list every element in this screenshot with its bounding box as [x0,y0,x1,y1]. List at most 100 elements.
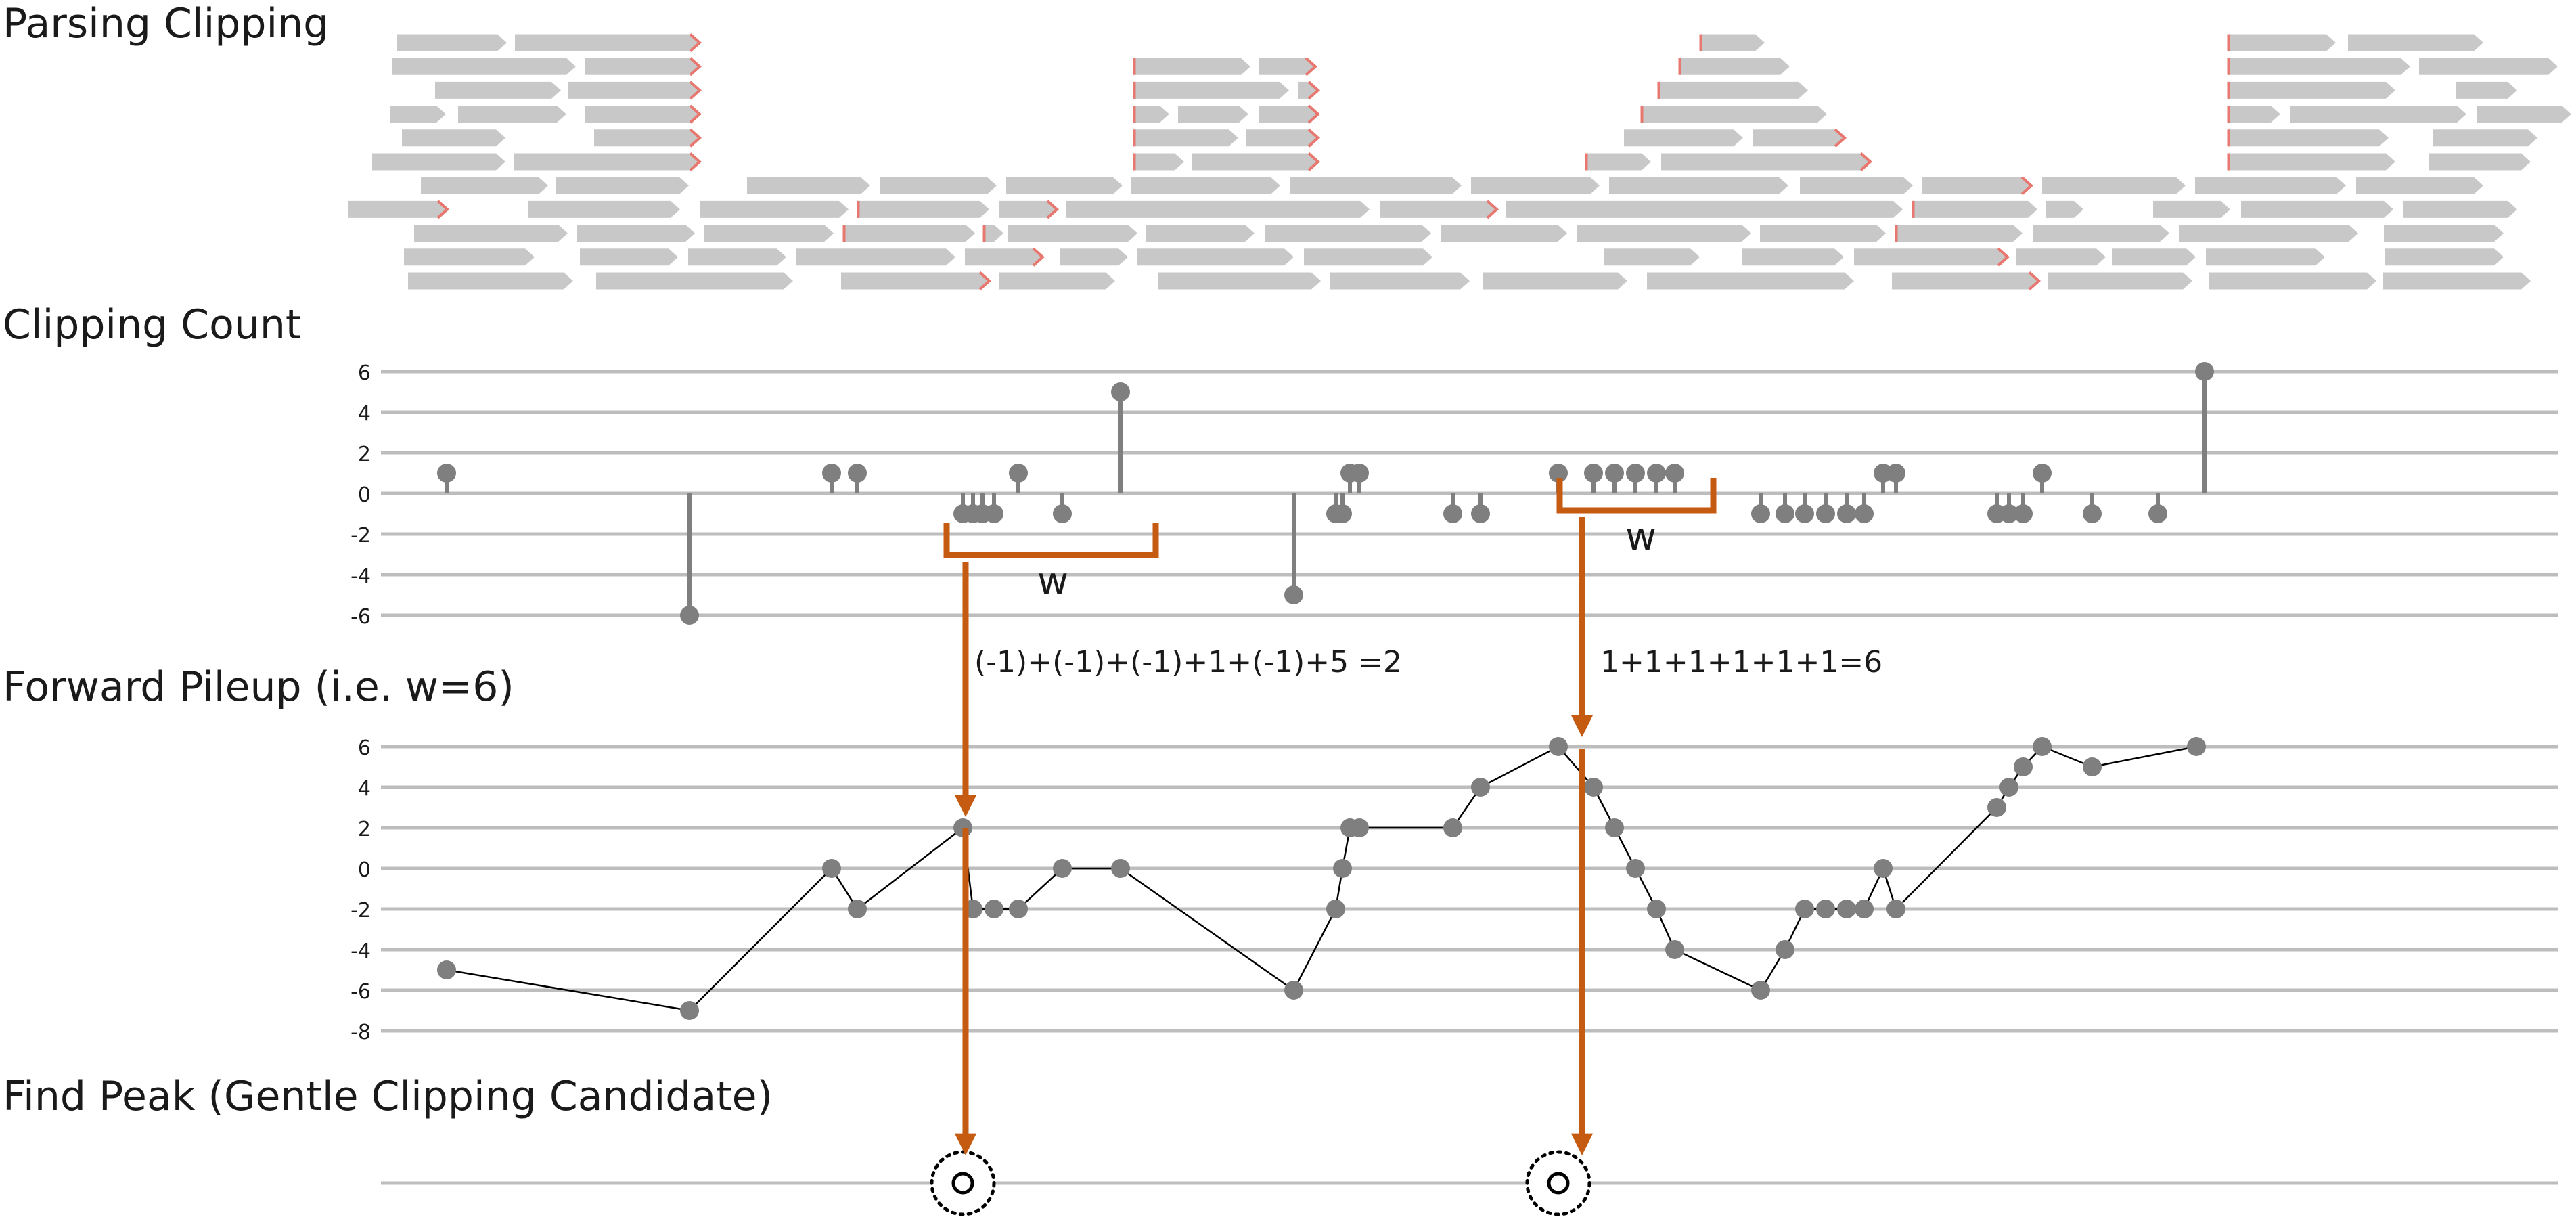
aligned-read [747,177,870,194]
pileup-point [1350,818,1369,837]
window-label-right: w [1625,515,1656,559]
count-point [1647,464,1666,483]
aligned-read [1441,225,1567,242]
aligned-read [1192,153,1318,171]
pileup-point [1284,981,1303,1000]
aligned-read [1298,81,1318,99]
aligned-read [1133,106,1169,123]
aligned-read [1760,225,1886,242]
aligned-read [577,225,695,242]
pileup-point [1751,981,1770,1000]
aligned-read [2419,58,2558,75]
aligned-read [983,225,1003,242]
aligned-read [392,58,576,75]
aligned-read [1922,177,2031,194]
pileup-tick-label: 4 [358,777,371,801]
section-title-find-peak: Find Peak (Gentle Clipping Candidate) [3,1073,773,1120]
pileup-point [1816,900,1835,918]
clip-mark-end [1305,57,1318,76]
clip-mark-end [689,152,702,171]
pileup-point [1471,778,1490,797]
formula-right: 1+1+1+1+1+1=6 [1600,645,1882,680]
count-point [1053,504,1072,523]
pileup-point [1626,859,1645,878]
clip-mark-end [1307,104,1321,124]
pileup-point [1647,900,1666,918]
aligned-read [1265,225,1431,242]
aligned-read [2429,153,2531,171]
aligned-read [1246,129,1318,147]
peak-candidate-marker [951,1172,974,1195]
aligned-read [2206,248,2325,266]
pileup-tick-label: -2 [351,899,371,923]
count-point [1549,464,1568,483]
aligned-read [404,248,535,266]
aligned-read [390,106,446,123]
pileup-point [1999,778,2018,797]
aligned-read [999,200,1057,218]
section-title-clipping-count: Clipping Count [3,301,302,349]
pileup-point [1326,900,1345,918]
pileup-point [437,960,456,979]
clip-mark-end [436,200,450,219]
aligned-read [1753,129,1845,147]
clip-mark-end [1997,247,2010,267]
pileup-tick-label: 6 [358,736,371,760]
aligned-read [2016,248,2106,266]
aligned-read [414,225,568,242]
count-point [2033,464,2052,483]
aligned-read [580,248,678,266]
aligned-read [1133,153,1184,171]
aligned-read [2048,272,2192,290]
pileup-point [680,1001,699,1020]
aligned-read [2433,129,2537,147]
pileup-tick-label: 2 [358,818,371,841]
aligned-read [568,81,700,99]
pileup-point [1053,859,1072,878]
count-point [822,464,841,483]
pileup-tick-label: -8 [351,1021,371,1044]
peak-track [381,1150,2558,1216]
pileup-point [848,900,867,918]
aligned-read [2290,106,2466,123]
aligned-read [556,177,689,194]
forward-pileup-y-axis: 6 4 2 0 -2 -4 -6 -8 [351,736,371,1044]
clip-mark-end [689,57,702,76]
aligned-read [1912,200,2037,218]
count-point [1855,504,1874,523]
aligned-read [1800,177,1913,194]
peak-candidate-marker [1547,1172,1570,1195]
aligned-read [1604,248,1700,266]
count-point [1284,585,1303,604]
count-point [985,504,1003,523]
pileup-point [1795,900,1814,918]
aligned-read [1259,58,1315,75]
aligned-read [2477,106,2571,123]
aligned-read [397,34,507,51]
count-point [848,464,867,483]
forward-pileup-markers [437,737,2206,1020]
pileup-point [2083,757,2102,776]
aligned-read [1892,272,2039,290]
pileup-point [1549,737,1568,756]
aligned-read [841,272,989,290]
count-point [1605,464,1624,483]
aligned-read [796,248,955,266]
count-point [1009,464,1028,483]
aligned-read [585,58,700,75]
aligned-read [2383,272,2531,290]
clip-mark-end [978,271,992,290]
aligned-read [2033,225,2169,242]
pileup-point [1111,859,1130,878]
clip-mark-end [1859,152,1873,171]
section-title-parsing-clipping: Parsing Clipping [3,0,330,47]
aligned-read [2209,272,2376,290]
aligned-read [1700,34,1765,51]
aligned-read [348,200,447,218]
count-point [2148,504,2167,523]
aligned-read [2403,200,2517,218]
pileup-point [1333,859,1352,878]
aligned-read [1133,81,1289,99]
aligned-read [1641,106,1827,123]
count-point [1837,504,1856,523]
